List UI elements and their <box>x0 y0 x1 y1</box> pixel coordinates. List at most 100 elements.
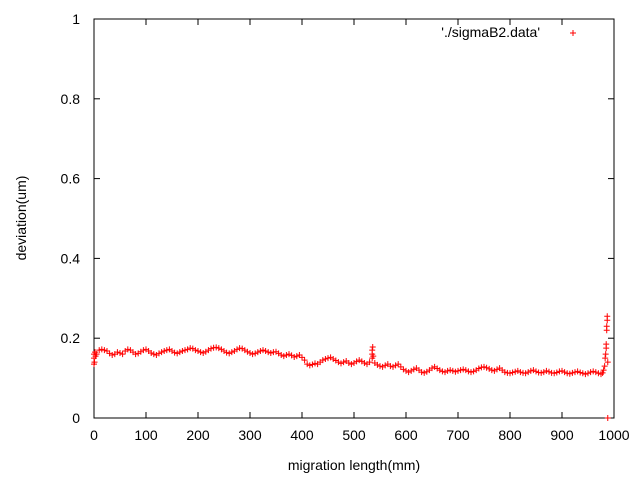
data-point <box>602 351 609 358</box>
data-point <box>410 366 417 373</box>
data-point <box>184 346 191 353</box>
data-point <box>254 349 261 356</box>
data-point <box>546 368 552 375</box>
data-point <box>348 361 355 368</box>
data-point <box>525 369 532 376</box>
data-point <box>514 367 521 374</box>
data-point <box>299 354 305 361</box>
data-point <box>158 349 165 356</box>
data-point <box>319 357 326 364</box>
data-point <box>119 351 126 358</box>
legend-marker <box>570 30 576 36</box>
data-point <box>93 351 100 358</box>
data-point <box>101 347 108 354</box>
data-point <box>140 347 147 354</box>
data-point <box>223 349 230 356</box>
data-point <box>361 359 368 366</box>
data-point <box>260 347 266 354</box>
data-point <box>444 367 451 374</box>
data-point <box>345 359 352 366</box>
data-point <box>527 367 534 374</box>
data-point <box>174 350 181 357</box>
data-point <box>244 348 251 355</box>
data-point <box>338 360 344 367</box>
y-tick-label: 1 <box>72 11 80 27</box>
data-point <box>462 367 469 374</box>
data-point <box>582 371 589 378</box>
data-point <box>488 367 495 374</box>
x-tick-label: 1000 <box>598 427 629 443</box>
data-point <box>150 351 157 358</box>
data-point <box>592 369 599 376</box>
data-point <box>387 363 394 370</box>
legend: './sigmaB2.data' <box>441 24 576 40</box>
data-point <box>494 366 500 373</box>
data-point <box>553 369 560 376</box>
data-point <box>280 353 287 360</box>
data-point <box>418 369 425 376</box>
data-point <box>452 368 459 375</box>
data-point <box>356 357 363 364</box>
data-point <box>533 368 539 375</box>
data-point <box>213 344 220 351</box>
data-point <box>566 370 573 377</box>
x-tick-label: 700 <box>446 427 470 443</box>
x-axis-ticks: 0 100 200 300 400 500 600 700 800 900 1000 <box>90 19 630 443</box>
data-point <box>481 363 487 370</box>
data-point <box>475 365 482 372</box>
x-tick-label: 200 <box>186 427 210 443</box>
data-point <box>369 343 376 350</box>
series-points <box>91 313 611 421</box>
data-point <box>215 345 222 352</box>
data-point <box>405 369 412 376</box>
data-point <box>291 353 298 360</box>
data-point <box>208 345 214 352</box>
data-point <box>156 350 162 357</box>
data-point <box>257 347 264 354</box>
y-tick-label: 0.4 <box>61 250 81 266</box>
data-point <box>603 341 610 348</box>
data-point <box>429 365 435 372</box>
data-point <box>604 415 611 421</box>
data-point <box>579 370 586 377</box>
data-point <box>370 353 377 360</box>
legend-marker-plus <box>570 30 576 36</box>
data-point <box>538 369 545 376</box>
data-point <box>587 369 594 376</box>
data-point <box>507 370 513 377</box>
data-point <box>226 350 233 357</box>
data-point <box>309 361 316 368</box>
data-point <box>262 347 269 354</box>
data-point <box>530 367 537 374</box>
data-point <box>322 355 329 362</box>
data-point <box>200 349 207 356</box>
data-point <box>304 361 311 368</box>
data-point <box>179 347 186 354</box>
data-point <box>109 351 116 358</box>
data-point <box>96 347 103 354</box>
data-point <box>436 367 443 374</box>
data-point <box>312 360 318 367</box>
data-point <box>442 369 448 376</box>
data-point <box>267 349 274 356</box>
data-point <box>577 369 584 376</box>
x-tick-label: 900 <box>550 427 574 443</box>
data-point <box>468 369 474 376</box>
data-point <box>265 349 272 356</box>
data-point <box>486 365 493 372</box>
x-axis-label: migration length(mm) <box>288 457 420 473</box>
y-axis-label: deviation(um) <box>13 176 29 261</box>
data-point <box>195 347 201 354</box>
data-point <box>572 369 578 376</box>
data-point <box>574 368 581 375</box>
data-point <box>601 363 608 370</box>
data-point <box>182 347 188 354</box>
data-point <box>447 367 454 374</box>
data-point <box>366 359 373 366</box>
data-point <box>249 351 256 358</box>
data-point <box>301 357 308 364</box>
y-tick-label: 0.8 <box>61 91 81 107</box>
data-point <box>599 369 606 376</box>
x-tick-label: 100 <box>134 427 158 443</box>
